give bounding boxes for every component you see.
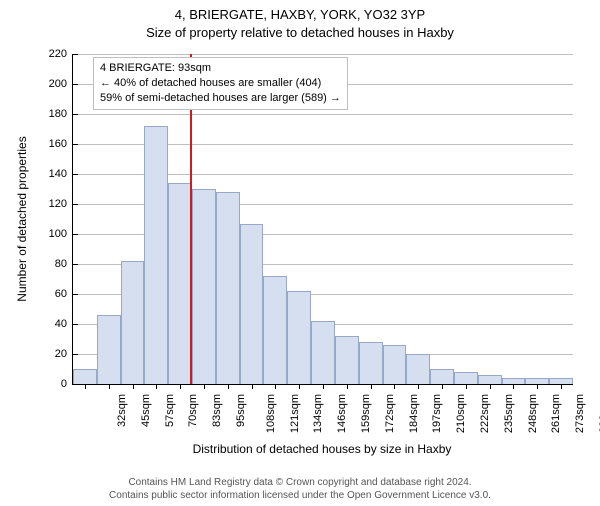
bar <box>406 354 430 384</box>
footnote: Contains HM Land Registry data © Crown c… <box>0 476 600 502</box>
bar <box>192 189 216 384</box>
x-tick-mark <box>323 384 324 389</box>
bar <box>216 192 240 384</box>
x-tick-label: 235sqm <box>503 394 515 433</box>
x-tick-label: 159sqm <box>360 394 372 433</box>
bar <box>97 315 121 384</box>
bar <box>430 369 454 384</box>
x-axis-label: Distribution of detached houses by size … <box>193 442 452 456</box>
annotation-line: ← 40% of detached houses are smaller (40… <box>100 76 341 91</box>
y-tick-label: 140 <box>49 168 67 180</box>
chart-title-line2: Size of property relative to detached ho… <box>0 24 600 42</box>
x-tick-mark <box>252 384 253 389</box>
x-tick-mark <box>418 384 419 389</box>
bar <box>454 372 478 384</box>
x-tick-label: 83sqm <box>211 394 223 427</box>
bar <box>359 342 383 384</box>
x-tick-label: 32sqm <box>116 394 128 427</box>
bar <box>311 321 335 384</box>
footnote-line2: Contains public sector information licen… <box>0 489 600 502</box>
x-tick-mark <box>394 384 395 389</box>
x-tick-label: 134sqm <box>313 394 325 433</box>
x-tick-label: 273sqm <box>574 394 586 433</box>
y-tick-mark <box>73 234 78 235</box>
bar <box>168 183 192 384</box>
y-tick-label: 0 <box>61 378 67 390</box>
bar <box>478 375 502 384</box>
x-tick-label: 184sqm <box>408 394 420 433</box>
bar <box>73 369 97 384</box>
y-tick-mark <box>73 264 78 265</box>
chart-title-line1: 4, BRIERGATE, HAXBY, YORK, YO32 3YP <box>0 6 600 24</box>
x-tick-label: 222sqm <box>479 394 491 433</box>
x-tick-mark <box>347 384 348 389</box>
x-tick-mark <box>228 384 229 389</box>
x-tick-label: 261sqm <box>551 394 563 433</box>
y-tick-label: 80 <box>55 258 67 270</box>
y-tick-mark <box>73 354 78 355</box>
bar <box>144 126 168 384</box>
bar <box>383 345 407 384</box>
footnote-line1: Contains HM Land Registry data © Crown c… <box>0 476 600 489</box>
x-tick-mark <box>204 384 205 389</box>
x-tick-label: 210sqm <box>455 394 467 433</box>
y-tick-label: 200 <box>49 78 67 90</box>
x-tick-label: 121sqm <box>289 394 301 433</box>
gridline <box>73 54 573 55</box>
bar <box>287 291 311 384</box>
x-tick-mark <box>537 384 538 389</box>
y-tick-mark <box>73 324 78 325</box>
x-tick-mark <box>109 384 110 389</box>
x-tick-label: 57sqm <box>164 394 176 427</box>
x-tick-mark <box>466 384 467 389</box>
x-tick-label: 197sqm <box>432 394 444 433</box>
x-tick-label: 108sqm <box>265 394 277 433</box>
x-tick-mark <box>513 384 514 389</box>
x-tick-label: 172sqm <box>384 394 396 433</box>
x-tick-mark <box>490 384 491 389</box>
y-tick-mark <box>73 384 78 385</box>
bar <box>335 336 359 384</box>
y-tick-mark <box>73 174 78 175</box>
annotation-line: 59% of semi-detached houses are larger (… <box>100 91 341 106</box>
x-tick-mark <box>180 384 181 389</box>
y-tick-mark <box>73 84 78 85</box>
x-tick-label: 45sqm <box>140 394 152 427</box>
x-tick-mark <box>156 384 157 389</box>
x-tick-mark <box>133 384 134 389</box>
bar <box>121 261 145 384</box>
plot-area: 02040608010012014016018020022032sqm45sqm… <box>72 54 573 385</box>
x-tick-mark <box>85 384 86 389</box>
y-tick-mark <box>73 54 78 55</box>
y-tick-label: 160 <box>49 138 67 150</box>
x-tick-label: 70sqm <box>187 394 199 427</box>
y-tick-mark <box>73 204 78 205</box>
y-tick-label: 20 <box>55 348 67 360</box>
x-tick-label: 95sqm <box>235 394 247 427</box>
x-tick-mark <box>371 384 372 389</box>
annotation-box: 4 BRIERGATE: 93sqm← 40% of detached hous… <box>93 57 348 110</box>
x-tick-mark <box>275 384 276 389</box>
y-tick-label: 60 <box>55 288 67 300</box>
x-tick-label: 146sqm <box>336 394 348 433</box>
y-tick-mark <box>73 114 78 115</box>
x-tick-mark <box>299 384 300 389</box>
y-axis-label: Number of detached properties <box>15 136 29 301</box>
annotation-line: 4 BRIERGATE: 93sqm <box>100 61 341 76</box>
y-tick-mark <box>73 144 78 145</box>
y-tick-label: 40 <box>55 318 67 330</box>
y-tick-mark <box>73 294 78 295</box>
y-tick-label: 100 <box>49 228 67 240</box>
bar <box>240 224 264 385</box>
y-tick-label: 220 <box>49 48 67 60</box>
bar <box>263 276 287 384</box>
gridline <box>73 114 573 115</box>
x-tick-mark <box>561 384 562 389</box>
y-tick-label: 180 <box>49 108 67 120</box>
x-tick-label: 248sqm <box>527 394 539 433</box>
x-tick-mark <box>442 384 443 389</box>
y-tick-label: 120 <box>49 198 67 210</box>
